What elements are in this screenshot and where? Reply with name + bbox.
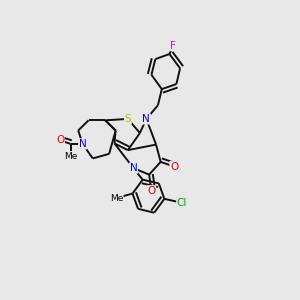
Text: Me: Me — [110, 194, 123, 203]
Text: Me: Me — [64, 152, 77, 160]
Text: O: O — [147, 186, 156, 196]
Text: O: O — [56, 135, 64, 146]
Text: Cl: Cl — [177, 198, 187, 208]
Text: O: O — [170, 161, 178, 172]
Text: S: S — [124, 114, 131, 124]
Text: N: N — [130, 163, 137, 173]
Text: N: N — [79, 139, 86, 149]
Text: N: N — [142, 114, 150, 124]
Text: F: F — [170, 41, 176, 51]
